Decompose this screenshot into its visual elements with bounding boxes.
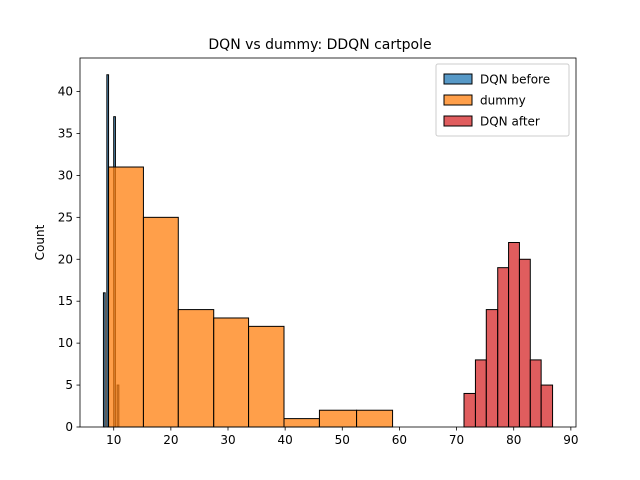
legend: DQN before dummy DQN after <box>435 63 570 137</box>
x-tick-label-80: 80 <box>506 433 521 447</box>
bar-dqn-after-5 <box>518 258 531 428</box>
bar-dummy-4 <box>248 325 285 428</box>
bar-dummy-3 <box>213 317 250 428</box>
legend-label-dqn-after: DQN after <box>480 115 540 129</box>
bar-dqn-after-7 <box>540 384 554 428</box>
bar-dqn-after-4 <box>508 242 520 428</box>
bars-layer <box>102 74 554 428</box>
bar-dummy-0 <box>108 166 144 428</box>
y-tick-label-25: 25 <box>58 210 73 224</box>
x-tick-label-10: 10 <box>106 433 121 447</box>
bar-dqn-after-1 <box>474 359 487 428</box>
plot-frame <box>79 57 577 428</box>
x-tick-label-70: 70 <box>449 433 464 447</box>
y-tick-label-40: 40 <box>58 85 73 99</box>
x-axis: 10 20 30 40 50 60 70 80 90 <box>106 427 578 447</box>
bar-dqn-after-6 <box>529 359 542 428</box>
y-axis: 0 5 10 15 20 25 30 35 40 <box>58 85 80 434</box>
x-tick-label-90: 90 <box>563 433 578 447</box>
legend-swatch-dqn-after <box>443 115 473 127</box>
bar-dqn-after-2 <box>485 309 499 428</box>
bar-dummy-7 <box>356 409 394 428</box>
y-tick-label-10: 10 <box>58 336 73 350</box>
x-tick-label-20: 20 <box>163 433 178 447</box>
legend-label-dummy: dummy <box>480 94 526 108</box>
y-tick-label-20: 20 <box>58 252 73 266</box>
bar-dqn-after-3 <box>497 267 510 428</box>
bar-dummy-2 <box>177 309 215 428</box>
y-tick-label-30: 30 <box>58 168 73 182</box>
legend-swatch-dqn-before <box>443 73 473 85</box>
legend-label-dqn-before: DQN before <box>480 73 550 87</box>
legend-swatch-dummy <box>443 94 473 106</box>
chart-title: DQN vs dummy: DDQN cartpole <box>208 37 431 53</box>
bar-dummy-5 <box>283 418 320 428</box>
bar-dqn-after-0 <box>463 392 476 428</box>
x-tick-label-40: 40 <box>278 433 293 447</box>
y-tick-label-35: 35 <box>58 126 73 140</box>
y-axis-label: Count <box>33 224 47 260</box>
x-tick-label-50: 50 <box>335 433 350 447</box>
bar-dummy-6 <box>318 409 358 428</box>
y-tick-label-5: 5 <box>65 378 73 392</box>
y-tick-label-0: 0 <box>65 420 73 434</box>
y-tick-label-15: 15 <box>58 294 73 308</box>
x-tick-label-60: 60 <box>392 433 407 447</box>
bar-dummy-1 <box>142 216 179 428</box>
bar-dqn-before-0 <box>102 292 106 428</box>
x-tick-label-30: 30 <box>220 433 235 447</box>
